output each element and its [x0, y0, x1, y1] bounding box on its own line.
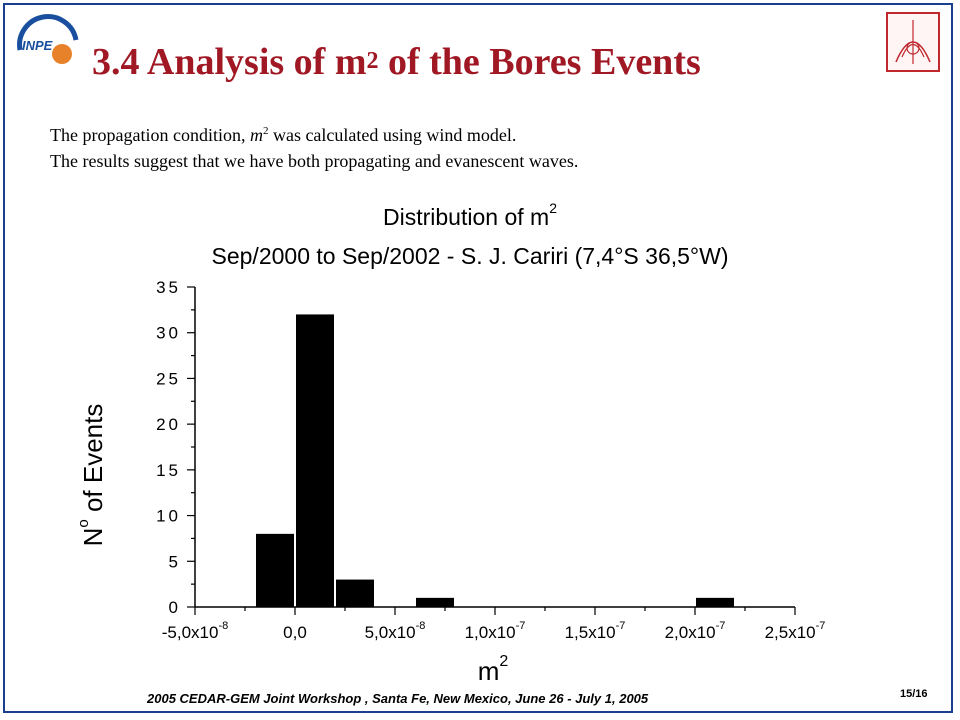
histogram-bar [256, 533, 294, 607]
y-tick-label: 5 [169, 552, 181, 571]
slide-frame [3, 3, 953, 713]
histogram-bar [696, 597, 734, 607]
y-tick-labels: 0 5 10 15 20 25 30 35 [156, 278, 181, 617]
x-tick-label: 2,0x10-7 [665, 620, 726, 642]
histogram-bar [336, 579, 374, 607]
y-tick-label: 10 [156, 507, 181, 526]
x-tick-label: 2,5x10-7 [765, 620, 826, 642]
y-tick-label: 20 [156, 415, 181, 434]
intro-line-1: The propagation condition, m2 was calcul… [50, 118, 578, 148]
y-tick-label: 35 [156, 278, 181, 297]
histogram-bar [296, 314, 334, 607]
x-tick-label: -5,0x10-8 [162, 620, 228, 642]
page-number: 15/16 [900, 688, 928, 700]
inpe-logo-text: INPE [22, 38, 53, 53]
chart-title-line1: Distribution of m2 [383, 200, 557, 230]
x-tick-label: 1,5x10-7 [565, 620, 626, 642]
y-tick-label: 25 [156, 369, 181, 388]
slide-title-main: 3.4 Analysis of m [92, 41, 367, 83]
logo-sun [52, 44, 72, 64]
x-tick-labels: -5,0x10-8 0,0 5,0x10-8 1,0x10-7 1,5x10-7 2,0x… [162, 620, 826, 642]
slide-title-sup: 2 [366, 48, 379, 74]
footer-text: 2005 CEDAR-GEM Joint Workshop , Santa Fe… [147, 691, 649, 706]
intro-line-2: The results suggest that we have both pr… [50, 151, 579, 171]
histogram-bar [416, 597, 454, 607]
intro-line-1-sup: 2 [262, 125, 269, 137]
x-tick-label: 1,0x10-7 [465, 620, 526, 642]
x-tick-label: 5,0x10-8 [365, 620, 426, 642]
y-tick-label: 0 [169, 598, 181, 617]
chart-bars [256, 314, 734, 607]
slide-title-rest: of the Bores Events [378, 41, 701, 83]
logo-swoosh [17, 14, 79, 51]
intro-line-1-b: was calculated using wind model. [268, 125, 517, 145]
y-tick-label: 30 [156, 324, 181, 343]
slide-title: 3.4 Analysis of m2 of the Bores Events [92, 40, 701, 84]
intro-line-1-a: The propagation condition, [50, 125, 250, 145]
x-tick-label: 0,0 [283, 623, 307, 642]
cedar-logo [886, 12, 940, 72]
y-tick-label: 15 [156, 461, 181, 480]
y-axis-label: No of Events [75, 404, 108, 547]
inpe-logo: INPE [10, 10, 90, 80]
histogram-chart: Distribution of m2 Sep/2000 to Sep/2002 … [60, 195, 880, 690]
chart-title-line2: Sep/2000 to Sep/2002 - S. J. Cariri (7,4… [212, 243, 729, 269]
intro-text: The propagation condition, m2 was calcul… [50, 118, 578, 174]
intro-line-1-m: m [249, 125, 263, 145]
chart-axes [187, 286, 796, 615]
histogram-svg: Distribution of m2 Sep/2000 to Sep/2002 … [75, 200, 826, 686]
x-axis-label: m2 [478, 653, 509, 685]
